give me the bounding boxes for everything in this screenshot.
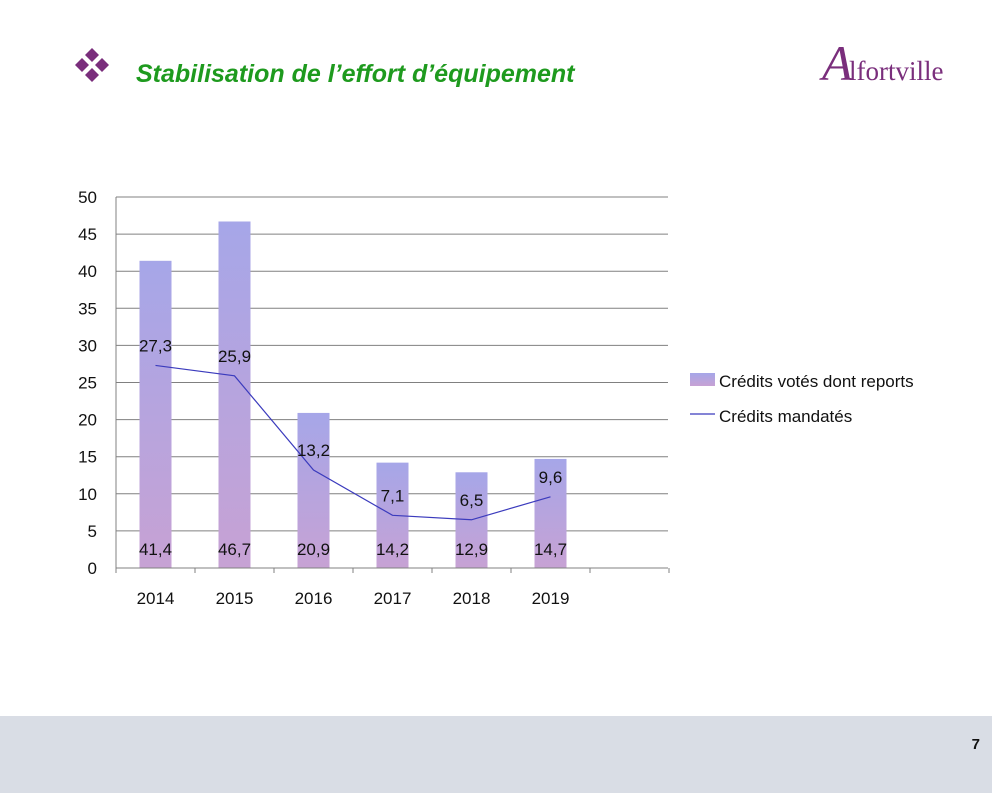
line-data-label: 25,9 [218, 347, 251, 366]
bar-line-chart: 41,4 46,7 20,9 14,2 12,9 14,7 27,3 25,9 13,2 7,1 6… [78, 188, 914, 608]
y-tick-label: 50 [78, 188, 97, 207]
bars [139, 221, 567, 568]
line-data-label: 6,5 [460, 491, 484, 510]
x-tick-label: 2019 [532, 589, 570, 608]
bar-data-label: 41,4 [139, 540, 172, 559]
y-tick-label: 5 [88, 522, 97, 541]
x-tick-label: 2018 [453, 589, 491, 608]
x-tick-label: 2016 [295, 589, 333, 608]
page-number: 7 [971, 736, 980, 753]
bar-data-label: 14,7 [534, 540, 567, 559]
legend-bar-label: Crédits votés dont reports [719, 372, 914, 391]
data-labels: 41,4 46,7 20,9 14,2 12,9 14,7 27,3 25,9 13,2 7,1 6… [139, 336, 567, 559]
y-tick-label: 35 [78, 299, 97, 318]
bar-data-label: 20,9 [297, 540, 330, 559]
footer-band [0, 716, 992, 793]
bar [139, 260, 172, 568]
x-tick-label: 2015 [216, 589, 254, 608]
line-data-label: 27,3 [139, 336, 172, 355]
y-tick-label: 45 [78, 225, 97, 244]
bar [534, 458, 567, 568]
y-tick-label: 40 [78, 262, 97, 281]
y-tick-label: 0 [88, 559, 97, 578]
line-series [155, 364, 551, 521]
y-tick-label: 30 [78, 336, 97, 355]
bar-data-label: 46,7 [218, 540, 251, 559]
x-tick-label: 2017 [374, 589, 412, 608]
legend-line-label: Crédits mandatés [719, 407, 852, 426]
logo-initial: A [822, 35, 853, 91]
bar-data-label: 12,9 [455, 540, 488, 559]
four-diamonds-icon [72, 44, 116, 88]
grid-lines [116, 196, 668, 532]
x-tick-label: 2014 [137, 589, 175, 608]
line-data-label: 13,2 [297, 441, 330, 460]
legend-bar-swatch [690, 373, 715, 386]
line-data-label: 7,1 [381, 486, 405, 505]
bar-data-label: 14,2 [376, 540, 409, 559]
legend: Crédits votés dont reports Crédits manda… [690, 372, 914, 426]
y-tick-label: 25 [78, 374, 97, 393]
logo-text: lfortville [849, 56, 944, 86]
y-tick-label: 10 [78, 485, 97, 504]
line-series-path [155, 364, 551, 521]
bar [297, 412, 330, 568]
axes: 0 5 10 15 20 25 30 35 40 45 50 2014 2015 2016 2017 2018… [78, 188, 670, 608]
bar [218, 221, 251, 568]
y-tick-label: 20 [78, 411, 97, 430]
y-tick-label: 15 [78, 448, 97, 467]
line-data-label: 9,6 [539, 468, 563, 487]
slide-title: Stabilisation de l’effort d’équipement [136, 60, 575, 88]
